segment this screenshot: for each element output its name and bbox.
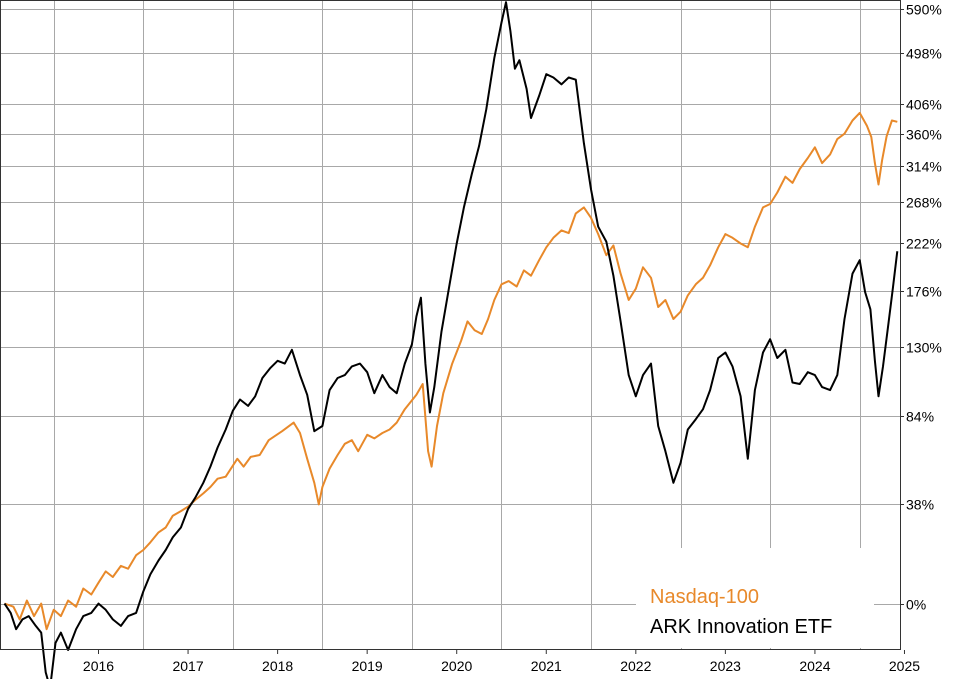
legend: Nasdaq-100 ARK Innovation ETF [650, 586, 832, 638]
x-tick-label: 2021 [531, 658, 562, 674]
x-tick-label: 2018 [262, 658, 293, 674]
y-tick-label: 360% [906, 127, 942, 143]
y-tick-label: 130% [906, 340, 942, 356]
x-tick-label: 2017 [172, 658, 203, 674]
y-tick-label: 498% [906, 46, 942, 62]
series-layer [3, 1, 899, 679]
y-tick-label: 176% [906, 284, 942, 300]
x-tick-label: 2016 [83, 658, 114, 674]
y-tick-label: 314% [906, 159, 942, 175]
x-tick-label: 2020 [441, 658, 472, 674]
legend-label-ark: ARK Innovation ETF [650, 616, 832, 638]
y-tick-label: 38% [906, 497, 934, 513]
y-tick-label: 268% [906, 195, 942, 211]
legend-label-nasdaq: Nasdaq-100 [650, 586, 759, 608]
y-tick-label: 590% [906, 2, 942, 18]
x-tick-label: 2022 [620, 658, 651, 674]
x-tick-label: 2019 [352, 658, 383, 674]
legend-background [636, 548, 874, 648]
series-line-ark-innovation [3, 1, 899, 679]
y-tick-label: 84% [906, 409, 934, 425]
grid [0, 0, 900, 650]
x-tick-label: 2025 [889, 658, 920, 674]
x-tick-label: 2023 [710, 658, 741, 674]
plot-frame [0, 0, 901, 650]
y-tick-label: 222% [906, 236, 942, 252]
y-tick-label: 406% [906, 97, 942, 113]
y-axis: 590% 498% 406% 360% 314% 268% 222% 176% 130% 84% 3… [900, 2, 942, 613]
x-axis: 2016 2017 2018 2019 2020 2021 2022 2023 2024 2025 [83, 650, 920, 674]
y-tick-label: 0% [906, 597, 926, 613]
series-line-nasdaq-100 [4, 111, 898, 631]
x-tick-label: 2024 [799, 658, 830, 674]
